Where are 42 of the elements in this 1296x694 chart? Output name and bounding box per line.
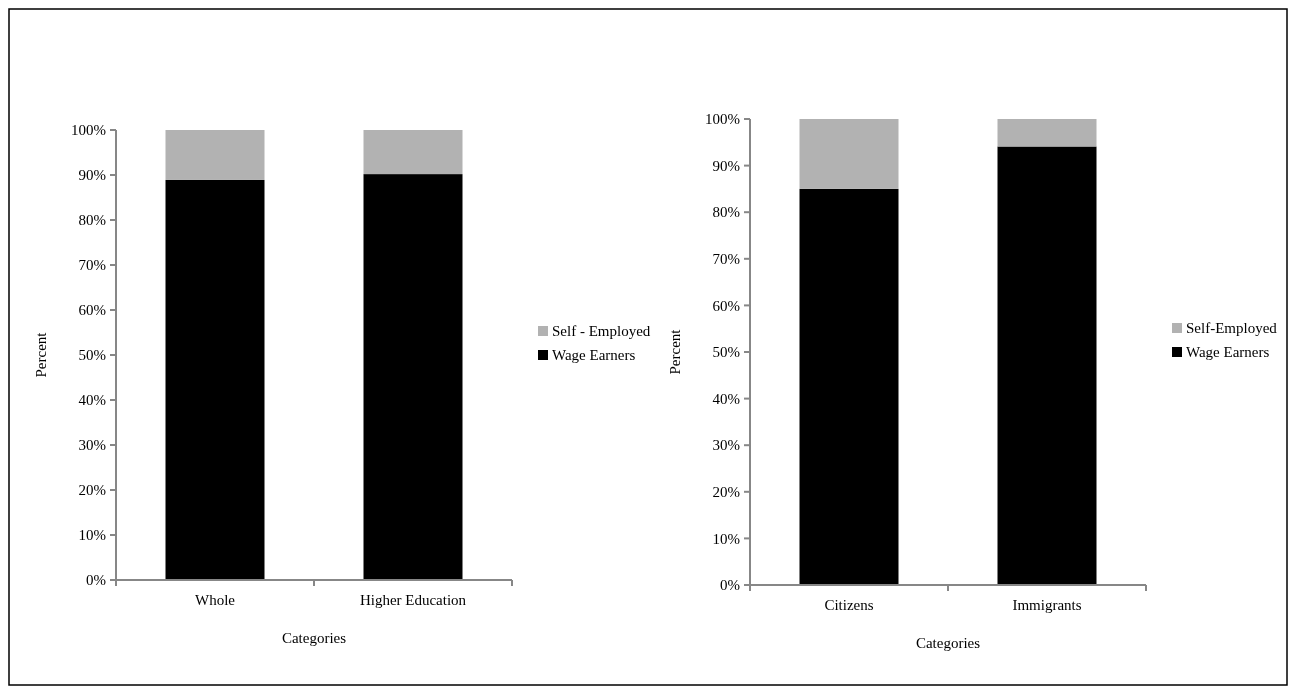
bar <box>799 119 899 189</box>
bar <box>997 119 1097 147</box>
bar <box>799 188 899 585</box>
y-tick-label: 0% <box>86 572 106 589</box>
legend-label: Self - Employed <box>552 323 651 340</box>
x-tick-label: Higher Education <box>359 592 467 608</box>
x-tick-label: Immigrants <box>1012 597 1082 613</box>
y-tick-label: 80% <box>712 204 740 221</box>
legend-label: Wage Earners <box>1186 344 1270 361</box>
legend-label: Self-Employed <box>1186 320 1278 337</box>
y-tick-label: 60% <box>78 302 106 319</box>
y-tick-label: 100% <box>705 111 740 128</box>
y-tick-label: 40% <box>78 392 106 409</box>
y-axis-title: Percent <box>667 328 683 375</box>
bar <box>165 130 265 180</box>
x-tick-label: Citizens <box>824 597 874 613</box>
y-tick-label: 60% <box>712 297 740 314</box>
y-tick-label: 50% <box>78 347 106 364</box>
y-tick-label: 10% <box>712 530 740 547</box>
y-tick-label: 70% <box>712 251 740 268</box>
y-tick-label: 30% <box>78 437 106 454</box>
x-axis-title: Categories <box>915 635 981 651</box>
y-tick-label: 90% <box>78 167 106 184</box>
bar <box>363 174 463 580</box>
y-tick-label: 80% <box>78 212 106 229</box>
x-axis-title: Categories <box>281 630 347 646</box>
bar <box>997 146 1097 585</box>
y-tick-label: 70% <box>78 257 106 274</box>
x-tick-label: Whole <box>195 592 236 608</box>
y-tick-label: 50% <box>712 344 740 361</box>
bar <box>363 130 463 175</box>
y-tick-label: 10% <box>78 527 106 544</box>
y-tick-label: 20% <box>712 484 740 501</box>
y-tick-label: 30% <box>712 437 740 454</box>
y-tick-label: 90% <box>712 157 740 174</box>
bar <box>165 179 265 580</box>
y-tick-label: 40% <box>712 390 740 407</box>
y-tick-label: 0% <box>720 577 740 594</box>
legend-label: Wage Earners <box>552 347 636 364</box>
y-axis-title: Percent <box>33 331 49 378</box>
y-tick-label: 100% <box>71 122 106 139</box>
y-tick-label: 20% <box>78 482 106 499</box>
